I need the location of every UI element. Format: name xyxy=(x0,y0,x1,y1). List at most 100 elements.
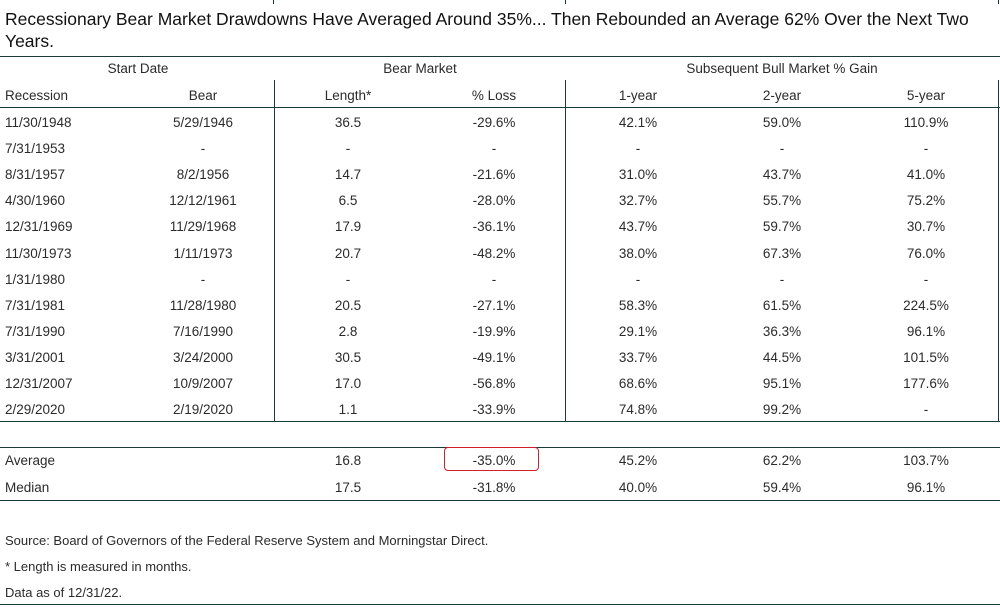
summary-row-recession-cell: Median xyxy=(5,480,50,495)
table-row-length-cell: 30.5 xyxy=(334,349,362,365)
table-row-five-year-cell: 101.5% xyxy=(903,349,949,365)
table-row-length-cell: 36.5 xyxy=(334,115,362,130)
table-row-two-year-cell: 44.5% xyxy=(762,349,802,365)
table-row-two-year-cell: 99.2% xyxy=(762,402,802,418)
summary-row-one-year-cell: 45.2% xyxy=(618,453,658,468)
table-row-five-year-cell: - xyxy=(923,271,929,287)
column-header-recession: Recession xyxy=(5,88,69,103)
table-row-two-year-cell: 95.1% xyxy=(762,376,802,391)
table-row-five-year-cell: 41.0% xyxy=(906,167,946,183)
table-row-one-year-cell: 32.7% xyxy=(618,193,658,209)
table-row-bear-cell: 1/11/1973 xyxy=(173,245,233,261)
table-row-one-year-cell: 29.1% xyxy=(618,323,658,339)
table-row-two-year-cell: 43.7% xyxy=(762,167,802,183)
summary-row-one-year-cell: 40.0% xyxy=(618,480,658,495)
summary-row-two-year-cell: 59.4% xyxy=(762,480,802,495)
table-bottom-rule xyxy=(0,421,1000,422)
footer-rule xyxy=(0,604,1000,605)
table-row-loss-cell: -48.2% xyxy=(472,245,516,261)
table-row-five-year-cell: 110.9% xyxy=(903,115,949,130)
table-row-recession-cell: 3/31/2001 xyxy=(5,349,66,365)
table-row-recession-cell: 7/31/1953 xyxy=(5,141,66,157)
table-row-bear-cell: 12/12/1961 xyxy=(169,193,237,209)
table-row-two-year-cell: 59.0% xyxy=(762,115,802,130)
table-row-one-year-cell: 33.7% xyxy=(618,349,658,365)
length-footnote: * Length is measured in months. xyxy=(5,559,192,574)
table-row-one-year-cell: 58.3% xyxy=(618,297,658,313)
group-header-bull-market: Subsequent Bull Market % Gain xyxy=(686,61,878,76)
table-row-bear-cell: 8/2/1956 xyxy=(176,167,230,183)
table-row-five-year-cell: 96.1% xyxy=(906,323,946,339)
table-row-bear-cell: 10/9/2007 xyxy=(172,376,234,391)
table-row-loss-cell: -27.1% xyxy=(472,297,516,313)
summary-bottom-rule xyxy=(0,500,1000,501)
table-row-recession-cell: 12/31/1969 xyxy=(5,219,73,235)
table-row-two-year-cell: 67.3% xyxy=(762,245,802,261)
table-row-length-cell: 20.5 xyxy=(334,297,362,313)
column-header-1-year: 1-year xyxy=(618,88,658,103)
column-header-length: Length* xyxy=(324,88,372,103)
summary-row-loss-cell: -35.0% xyxy=(472,453,516,468)
table-row-length-cell: 2.8 xyxy=(338,323,358,339)
table-row-loss-cell: -33.9% xyxy=(472,402,516,418)
summary-row-loss-cell: -31.8% xyxy=(472,480,516,495)
top-tick xyxy=(273,0,274,4)
table-row-bear-cell: 11/28/1980 xyxy=(169,297,237,313)
table-row-loss-cell: -56.8% xyxy=(472,376,516,391)
column-header-bear: Bear xyxy=(188,88,218,103)
summary-row-five-year-cell: 96.1% xyxy=(906,480,946,495)
table-row-one-year-cell: - xyxy=(635,141,641,157)
table-row-loss-cell: -19.9% xyxy=(472,323,516,339)
table-row-two-year-cell: 59.7% xyxy=(762,219,802,235)
header-bottom-rule xyxy=(0,107,1000,108)
table-row-recession-cell: 4/30/1960 xyxy=(5,193,66,209)
summary-row-five-year-cell: 103.7% xyxy=(903,453,949,468)
table-row-two-year-cell: - xyxy=(779,141,785,157)
table-row-five-year-cell: 177.6% xyxy=(903,376,949,391)
table-row-bear-cell: 2/19/2020 xyxy=(172,402,234,418)
table-row-recession-cell: 7/31/1990 xyxy=(5,323,66,339)
table-row-recession-cell: 8/31/1957 xyxy=(5,167,66,183)
table-row-bear-cell: - xyxy=(200,271,206,287)
group-header-bear-market: Bear Market xyxy=(383,61,457,76)
column-header-2-year: 2-year xyxy=(762,88,802,103)
table-row-bear-cell: 7/16/1990 xyxy=(172,323,234,339)
table-row-length-cell: 6.5 xyxy=(338,193,358,209)
table-row-two-year-cell: - xyxy=(779,271,785,287)
table-row-five-year-cell: - xyxy=(923,402,929,418)
table-row-one-year-cell: 38.0% xyxy=(618,245,658,261)
table-row-length-cell: 17.9 xyxy=(334,219,362,235)
column-header-loss: % Loss xyxy=(471,88,517,103)
column-divider xyxy=(274,80,275,421)
average-loss-highlight xyxy=(444,447,539,471)
table-row-length-cell: 17.0 xyxy=(334,376,362,391)
table-row-one-year-cell: 31.0% xyxy=(618,167,658,183)
table-row-five-year-cell: 30.7% xyxy=(906,219,946,235)
as-of-note: Data as of 12/31/22. xyxy=(5,585,123,600)
table-row-length-cell: 1.1 xyxy=(338,402,358,418)
table-row-five-year-cell: 75.2% xyxy=(906,193,946,209)
page-title: Recessionary Bear Market Drawdowns Have … xyxy=(5,9,969,51)
table-row-five-year-cell: 76.0% xyxy=(906,245,946,261)
table-row-bear-cell: 3/24/2000 xyxy=(172,349,234,365)
table-row-two-year-cell: 61.5% xyxy=(762,297,802,313)
column-header-5-year: 5-year xyxy=(906,88,946,103)
table-row-five-year-cell: - xyxy=(923,141,929,157)
table-row-length-cell: - xyxy=(345,271,351,287)
table-row-one-year-cell: 74.8% xyxy=(618,402,658,418)
table-row-length-cell: - xyxy=(345,141,351,157)
table-row-loss-cell: -49.1% xyxy=(472,349,516,365)
group-header-start-date: Start Date xyxy=(107,61,169,76)
header-top-rule xyxy=(0,56,1000,57)
table-row-bear-cell: 11/29/1968 xyxy=(169,219,237,235)
table-row-recession-cell: 11/30/1973 xyxy=(5,245,72,261)
table-row-loss-cell: -36.1% xyxy=(472,219,516,235)
summary-row-length-cell: 17.5 xyxy=(334,480,362,495)
table-row-loss-cell: - xyxy=(491,271,497,287)
summary-row-two-year-cell: 62.2% xyxy=(762,453,802,468)
table-row-one-year-cell: - xyxy=(635,271,641,287)
table-row-loss-cell: -21.6% xyxy=(472,167,516,183)
summary-row-length-cell: 16.8 xyxy=(334,453,362,468)
table-row-one-year-cell: 42.1% xyxy=(618,115,658,130)
column-divider xyxy=(998,80,999,421)
